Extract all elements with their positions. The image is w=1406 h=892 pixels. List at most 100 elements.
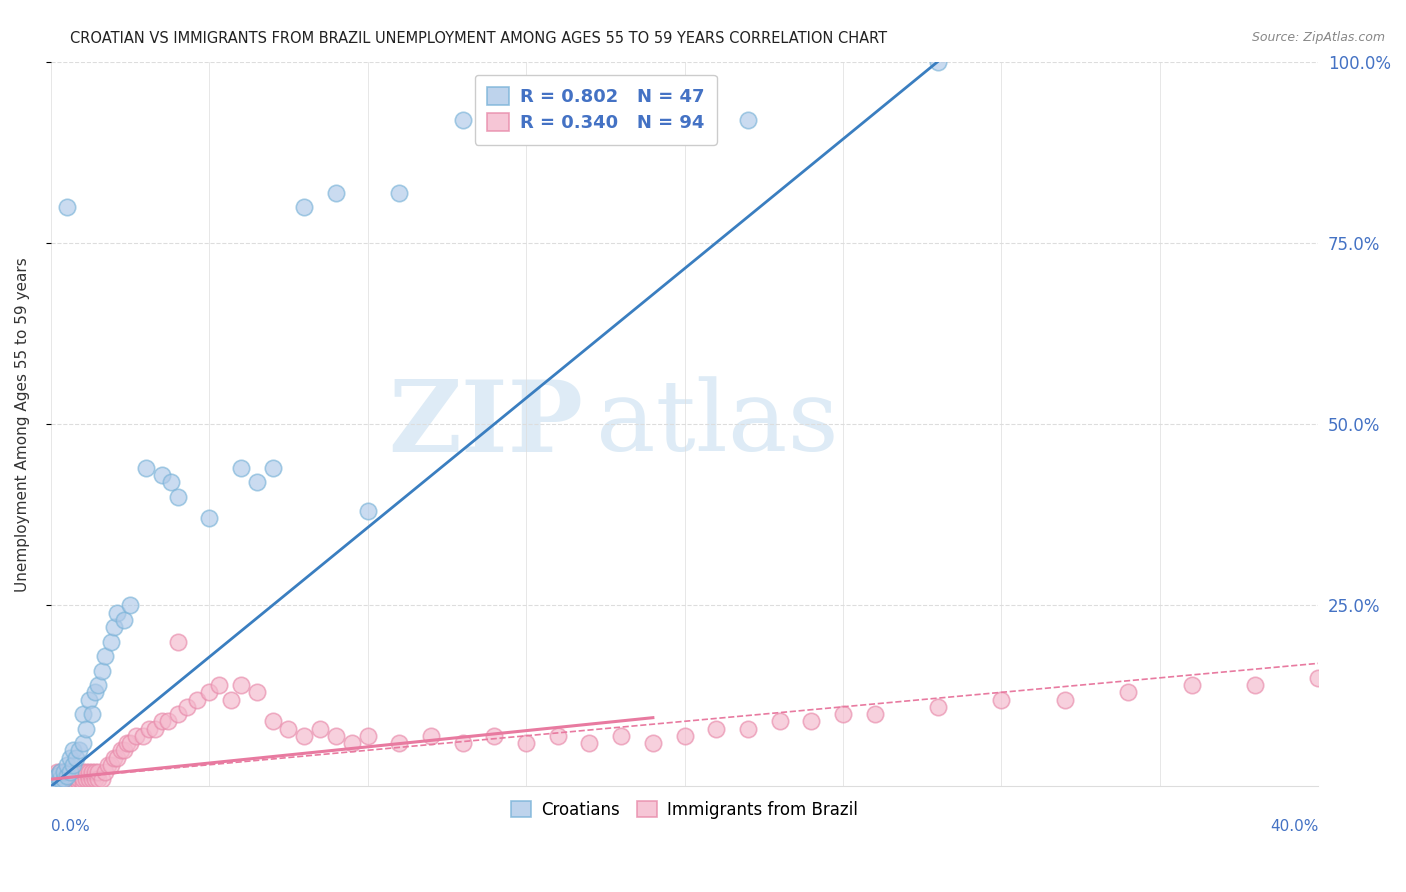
Point (292, 729, 315, 743)
Point (59, 764, 82, 779)
Point (357, 504, 380, 518)
Point (673, 729, 696, 743)
Point (90, 664, 112, 678)
Point (145, 722, 167, 736)
Point (118, 736, 141, 750)
Point (863, 707, 886, 722)
Point (55, 200, 77, 214)
Text: 40.0%: 40.0% (1270, 819, 1319, 834)
Point (77, 764, 100, 779)
Point (59, 772, 82, 787)
Point (166, 634, 188, 648)
Point (105, 606, 128, 620)
Point (515, 736, 537, 750)
Point (610, 729, 633, 743)
Point (80, 764, 103, 779)
Point (388, 736, 411, 750)
Point (42, 776, 65, 790)
Point (737, 113, 759, 128)
Point (112, 613, 135, 627)
Point (42, 769, 65, 783)
Point (87, 772, 110, 787)
Point (46, 772, 69, 787)
Point (72, 707, 94, 722)
Point (55, 757, 77, 772)
Point (49, 776, 72, 790)
Point (52, 764, 75, 779)
Point (229, 460, 252, 475)
Point (547, 729, 569, 743)
Point (277, 722, 299, 736)
Point (52, 776, 75, 790)
Point (77, 692, 100, 706)
Point (65, 772, 87, 787)
Point (80, 707, 103, 722)
Text: 0.0%: 0.0% (51, 819, 90, 834)
Point (67, 743, 90, 757)
Point (420, 729, 443, 743)
Point (72, 772, 94, 787)
Point (62, 764, 84, 779)
Point (768, 714, 790, 729)
Point (103, 620, 125, 634)
Point (704, 722, 727, 736)
Point (59, 776, 82, 790)
Text: ZIP: ZIP (388, 376, 583, 473)
Point (75, 722, 97, 736)
Point (90, 772, 112, 787)
Point (75, 764, 97, 779)
Point (990, 692, 1012, 706)
Point (451, 736, 474, 750)
Point (157, 714, 180, 729)
Point (46, 764, 69, 779)
Point (80, 772, 103, 787)
Point (49, 772, 72, 787)
Point (62, 743, 84, 757)
Point (578, 736, 600, 750)
Point (42, 772, 65, 787)
Point (1308, 671, 1330, 685)
Point (166, 707, 188, 722)
Point (484, 729, 506, 743)
Point (52, 764, 75, 779)
Point (1180, 678, 1202, 692)
Point (1053, 692, 1076, 706)
Point (65, 776, 87, 790)
Point (198, 511, 221, 525)
Point (72, 736, 94, 750)
Point (46, 776, 69, 790)
Point (927, 699, 949, 714)
Point (737, 722, 759, 736)
Point (208, 678, 231, 692)
Point (55, 776, 77, 790)
Point (75, 772, 97, 787)
Point (84, 764, 107, 779)
Text: CROATIAN VS IMMIGRANTS FROM BRAZIL UNEMPLOYMENT AMONG AGES 55 TO 59 YEARS CORREL: CROATIAN VS IMMIGRANTS FROM BRAZIL UNEMP… (70, 31, 887, 46)
Point (292, 200, 315, 214)
Point (62, 776, 84, 790)
Point (198, 685, 221, 699)
Point (87, 678, 110, 692)
Point (49, 764, 72, 779)
Point (72, 764, 94, 779)
Point (84, 685, 107, 699)
Point (100, 634, 122, 648)
Point (59, 764, 82, 779)
Point (150, 714, 173, 729)
Legend: Croatians, Immigrants from Brazil: Croatians, Immigrants from Brazil (505, 794, 865, 825)
Point (49, 764, 72, 779)
Point (160, 475, 183, 490)
Point (65, 750, 87, 764)
Point (641, 736, 664, 750)
Point (166, 490, 188, 504)
Y-axis label: Unemployment Among Ages 55 to 59 years: Unemployment Among Ages 55 to 59 years (15, 257, 30, 591)
Point (55, 772, 77, 787)
Point (87, 764, 110, 779)
Point (46, 769, 69, 783)
Point (118, 599, 141, 613)
Point (138, 722, 160, 736)
Point (125, 729, 148, 743)
Point (115, 736, 138, 750)
Point (800, 714, 823, 729)
Point (93, 649, 115, 664)
